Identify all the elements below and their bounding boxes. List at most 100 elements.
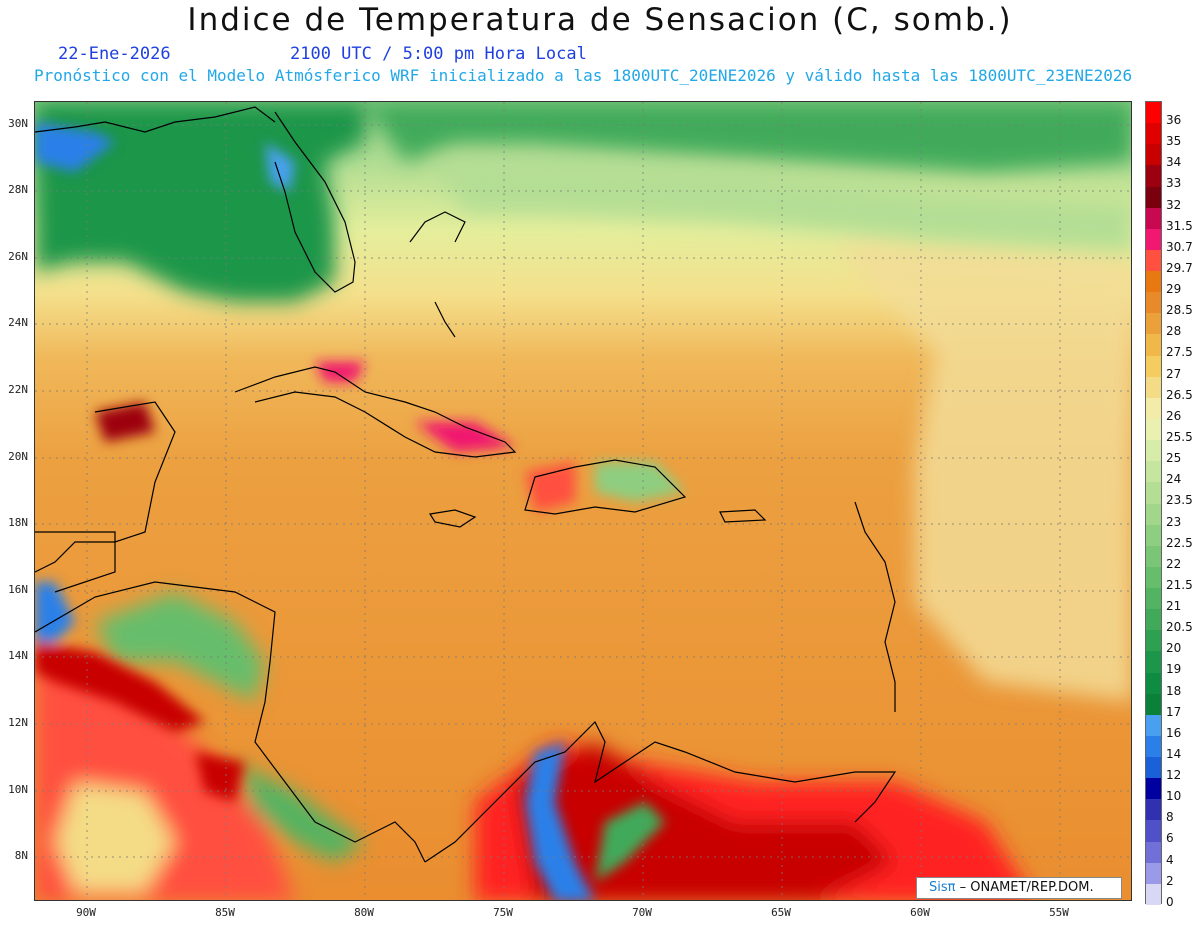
onamet-credit: – ONAMET/REP.DOM. xyxy=(959,880,1094,895)
colorbar-label: 0 xyxy=(1166,894,1174,909)
colorbar-label: 24 xyxy=(1166,472,1182,487)
colorbar-swatch xyxy=(1146,165,1161,188)
colorbar-swatch xyxy=(1146,566,1161,589)
colorbar-swatch xyxy=(1146,271,1161,293)
map-title: Indice de Temperatura de Sensacion (C, s… xyxy=(187,2,1013,38)
colorbar-label: 20 xyxy=(1166,641,1182,656)
colorbar-label: 21.5 xyxy=(1166,577,1193,592)
lon-label-90w: 90W xyxy=(76,906,96,919)
colorbar-swatch xyxy=(1146,144,1161,166)
forecast-time: 2100 UTC / 5:00 pm Hora Local xyxy=(290,44,587,64)
colorbar-swatch xyxy=(1146,714,1161,737)
lat-label-18n: 18N xyxy=(8,516,28,529)
sispi-logo-text: Sisπ xyxy=(929,880,956,895)
colorbar-swatch xyxy=(1146,397,1161,420)
model-subtitle: Pronóstico con el Modelo Atmósferico WRF… xyxy=(34,66,1133,85)
colorbar-label: 14 xyxy=(1166,746,1182,761)
lat-label-8n: 8N xyxy=(14,849,28,862)
colorbar-label: 10 xyxy=(1166,789,1182,804)
colorbar-swatch xyxy=(1146,883,1161,906)
colorbar-swatch xyxy=(1146,757,1161,779)
colorbar-swatch xyxy=(1146,588,1161,610)
credit-box: Sisπ – ONAMET/REP.DOM. xyxy=(916,877,1122,899)
colorbar-label: 16 xyxy=(1166,725,1182,740)
lon-label-80w: 80W xyxy=(354,906,374,919)
colorbar-label: 21 xyxy=(1166,599,1182,614)
colorbar-label: 22.5 xyxy=(1166,535,1193,550)
colorbar-swatch xyxy=(1146,440,1161,462)
colorbar-swatch xyxy=(1146,123,1161,145)
colorbar-label: 32 xyxy=(1166,197,1182,212)
colorbar-label: 29.7 xyxy=(1166,260,1193,275)
colorbar-label: 35 xyxy=(1166,134,1182,149)
colorbar-swatch xyxy=(1146,841,1161,864)
colorbar-label: 26 xyxy=(1166,408,1182,423)
lat-label-26n: 26N xyxy=(8,250,28,263)
colorbar-swatch xyxy=(1146,355,1161,378)
colorbar-label: 23 xyxy=(1166,514,1182,529)
lat-label-14n: 14N xyxy=(8,649,28,662)
lat-label-28n: 28N xyxy=(8,183,28,196)
lon-label-55w: 55W xyxy=(1049,906,1069,919)
colorbar-swatch xyxy=(1146,778,1161,800)
colorbar-label: 28.5 xyxy=(1166,303,1193,318)
colorbar-swatch xyxy=(1146,651,1161,674)
forecast-date: 22-Ene-2026 xyxy=(58,44,171,64)
colorbar-label: 8 xyxy=(1166,810,1174,825)
colorbar-label: 26.5 xyxy=(1166,387,1193,402)
colorbar xyxy=(1145,101,1162,906)
colorbar-label: 30.7 xyxy=(1166,239,1193,254)
colorbar-label: 2 xyxy=(1166,873,1174,888)
colorbar-swatch xyxy=(1146,524,1161,547)
colorbar-label: 18 xyxy=(1166,683,1182,698)
lat-label-20n: 20N xyxy=(8,450,28,463)
colorbar-label: 23.5 xyxy=(1166,493,1193,508)
colorbar-label: 27 xyxy=(1166,366,1182,381)
colorbar-swatch xyxy=(1146,376,1161,399)
colorbar-swatch xyxy=(1146,186,1161,209)
colorbar-label: 25 xyxy=(1166,451,1182,466)
colorbar-label: 28 xyxy=(1166,324,1182,339)
colorbar-swatch xyxy=(1146,461,1161,483)
lon-label-60w: 60W xyxy=(910,906,930,919)
heat-index-map xyxy=(34,101,1132,901)
colorbar-label: 31.5 xyxy=(1166,218,1193,233)
lat-label-12n: 12N xyxy=(8,716,28,729)
colorbar-swatch xyxy=(1146,482,1161,504)
colorbar-swatch xyxy=(1146,249,1161,272)
lat-label-10n: 10N xyxy=(8,783,28,796)
colorbar-swatch xyxy=(1146,609,1161,631)
lon-label-70w: 70W xyxy=(632,906,652,919)
colorbar-swatch xyxy=(1146,799,1161,821)
lon-label-75w: 75W xyxy=(493,906,513,919)
colorbar-swatch xyxy=(1146,630,1161,652)
colorbar-label: 22 xyxy=(1166,556,1182,571)
colorbar-swatch xyxy=(1146,735,1161,758)
colorbar-label: 34 xyxy=(1166,155,1182,170)
colorbar-label: 17 xyxy=(1166,704,1182,719)
lat-label-16n: 16N xyxy=(8,583,28,596)
colorbar-swatch xyxy=(1146,418,1161,441)
lat-label-24n: 24N xyxy=(8,316,28,329)
colorbar-label: 25.5 xyxy=(1166,429,1193,444)
colorbar-label: 12 xyxy=(1166,768,1182,783)
colorbar-swatch xyxy=(1146,820,1161,843)
lon-label-65w: 65W xyxy=(771,906,791,919)
lat-label-30n: 30N xyxy=(8,117,28,130)
colorbar-label: 4 xyxy=(1166,852,1174,867)
colorbar-label: 27.5 xyxy=(1166,345,1193,360)
colorbar-label: 20.5 xyxy=(1166,620,1193,635)
colorbar-swatch xyxy=(1146,292,1161,314)
colorbar-label: 6 xyxy=(1166,831,1174,846)
colorbar-swatch xyxy=(1146,313,1161,335)
lon-label-85w: 85W xyxy=(215,906,235,919)
colorbar-swatch xyxy=(1146,672,1161,695)
colorbar-swatch xyxy=(1146,102,1161,124)
colorbar-swatch xyxy=(1146,334,1161,357)
colorbar-label: 33 xyxy=(1166,176,1182,191)
colorbar-swatch xyxy=(1146,503,1161,526)
lat-label-22n: 22N xyxy=(8,383,28,396)
colorbar-swatch xyxy=(1146,228,1161,251)
colorbar-label: 36 xyxy=(1166,113,1182,128)
colorbar-swatch xyxy=(1146,693,1161,716)
